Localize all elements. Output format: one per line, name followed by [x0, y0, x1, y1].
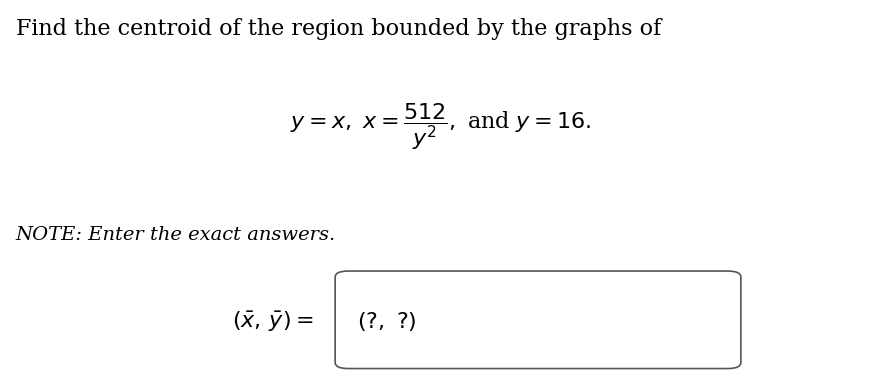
Text: $(\bar{x},\, \bar{y}) = $: $(\bar{x},\, \bar{y}) = $ — [232, 310, 313, 334]
Text: NOTE: Enter the exact answers.: NOTE: Enter the exact answers. — [16, 226, 336, 244]
Text: $y = x,\ x = \dfrac{512}{y^2},$ and $y = 16.$: $y = x,\ x = \dfrac{512}{y^2},$ and $y =… — [290, 101, 592, 152]
Text: $(?,\ ?)$: $(?,\ ?)$ — [357, 310, 417, 333]
Text: Find the centroid of the region bounded by the graphs of: Find the centroid of the region bounded … — [16, 18, 662, 39]
